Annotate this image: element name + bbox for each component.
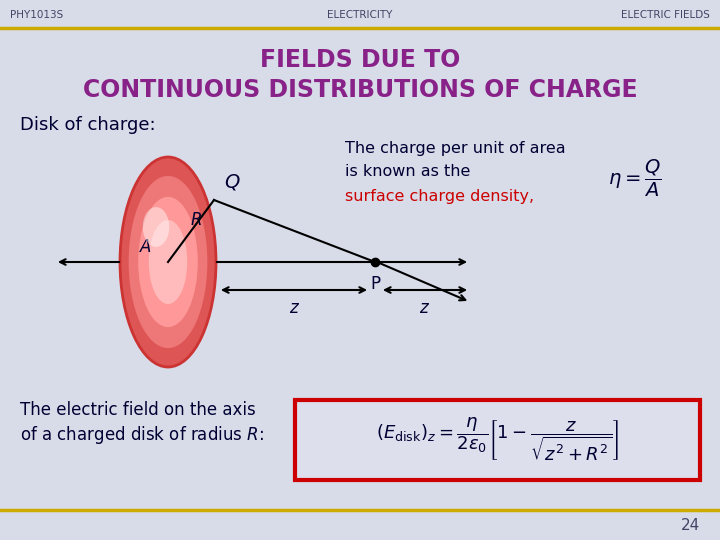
Text: Disk of charge:: Disk of charge: bbox=[20, 116, 156, 134]
Ellipse shape bbox=[143, 207, 169, 247]
Text: $\eta = \dfrac{Q}{A}$: $\eta = \dfrac{Q}{A}$ bbox=[608, 158, 662, 199]
Text: ELECTRIC FIELDS: ELECTRIC FIELDS bbox=[621, 10, 710, 20]
Text: 24: 24 bbox=[680, 517, 700, 532]
Text: ELECTRICITY: ELECTRICITY bbox=[328, 10, 392, 20]
Text: $Q$: $Q$ bbox=[224, 172, 240, 192]
Ellipse shape bbox=[138, 197, 198, 327]
FancyBboxPatch shape bbox=[295, 400, 700, 480]
Text: The charge per unit of area: The charge per unit of area bbox=[345, 140, 566, 156]
Text: P: P bbox=[370, 275, 380, 293]
Text: FIELDS DUE TO: FIELDS DUE TO bbox=[260, 48, 460, 72]
Text: $R$: $R$ bbox=[190, 211, 202, 229]
Text: $z$: $z$ bbox=[289, 299, 300, 317]
Text: of a charged disk of radius $R$:: of a charged disk of radius $R$: bbox=[20, 424, 264, 446]
Text: surface charge density,: surface charge density, bbox=[345, 188, 534, 204]
Text: $\left(E_{\mathrm{disk}}\right)_z = \dfrac{\eta}{2\varepsilon_0}\left[1 - \dfrac: $\left(E_{\mathrm{disk}}\right)_z = \dfr… bbox=[376, 416, 619, 464]
Text: $z$: $z$ bbox=[420, 299, 431, 317]
Ellipse shape bbox=[149, 220, 187, 304]
Text: is known as the: is known as the bbox=[345, 165, 470, 179]
Ellipse shape bbox=[129, 176, 207, 348]
Text: The electric field on the axis: The electric field on the axis bbox=[20, 401, 256, 419]
Text: $A$: $A$ bbox=[140, 238, 153, 256]
Text: PHY1013S: PHY1013S bbox=[10, 10, 63, 20]
Text: CONTINUOUS DISTRIBUTIONS OF CHARGE: CONTINUOUS DISTRIBUTIONS OF CHARGE bbox=[83, 78, 637, 102]
Ellipse shape bbox=[120, 157, 216, 367]
